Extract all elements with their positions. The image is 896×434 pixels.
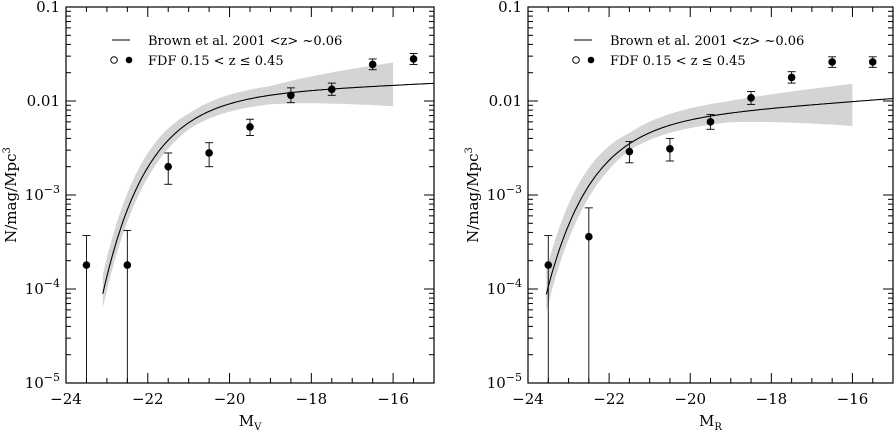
- legend-open-circle: [572, 56, 580, 64]
- y-tick-label-base: 10: [25, 280, 44, 298]
- y-axis-title-base: N/mag/Mpc: [464, 154, 482, 243]
- uncertainty-band: [102, 62, 394, 309]
- x-tick-label: −20: [674, 390, 706, 408]
- y-tick-label: 0.1: [498, 0, 522, 16]
- data-point: [246, 123, 254, 131]
- x-tick-label: −20: [214, 390, 246, 408]
- y-tick-label: 10−3: [487, 183, 522, 204]
- legend-label-brown: Brown et al. 2001 <z> ~0.06: [610, 34, 804, 49]
- y-tick-label-base: 10: [487, 186, 506, 204]
- chart-panel-left: −24 −22 −20 −18 −160.10.0110−310−410−5MVN/ma…: [2, 0, 435, 433]
- x-tick-label: −22: [593, 390, 625, 408]
- data-point: [82, 261, 91, 269]
- data-point: [828, 58, 836, 66]
- data-point: [205, 149, 213, 157]
- data-point: [287, 91, 295, 100]
- y-tick-label-base: 10: [487, 374, 506, 392]
- data-point: [123, 261, 132, 269]
- y-tick-label-base: 0.01: [489, 92, 522, 110]
- x-tick-label: −22: [132, 390, 164, 408]
- data-point: [544, 261, 553, 269]
- data-point: [706, 118, 715, 126]
- schechter-curve: [102, 82, 434, 294]
- x-axis-title-base: M: [239, 412, 254, 430]
- x-tick-label: −24: [50, 390, 82, 408]
- legend-label-brown: Brown et al. 2001 <z> ~0.06: [148, 34, 342, 49]
- y-tick-label-exponent: −5: [44, 371, 60, 384]
- y-tick-label: 0.1: [36, 0, 60, 16]
- uncertainty-band: [546, 83, 853, 312]
- y-tick-label-base: 0.1: [498, 0, 522, 16]
- legend-filled-circle: [125, 56, 133, 64]
- y-tick-label-exponent: −4: [44, 277, 60, 290]
- data-point: [666, 145, 674, 153]
- data-point: [585, 232, 593, 241]
- y-tick-label: 10−5: [487, 371, 522, 392]
- data-point: [409, 55, 418, 63]
- y-tick-label-base: 10: [25, 374, 44, 392]
- y-tick-label-base: 0.1: [36, 0, 60, 16]
- y-tick-label-base: 10: [25, 186, 44, 204]
- legend-label-fdf: FDF 0.15 < z ≤ 0.45: [610, 54, 746, 69]
- y-tick-label-exponent: −5: [506, 371, 522, 384]
- x-axis-title-base: M: [699, 412, 714, 430]
- y-tick-label: 10−3: [25, 183, 60, 204]
- x-tick-label: −24: [512, 390, 544, 408]
- y-axis-title: N/mag/Mpc3: [464, 147, 482, 243]
- chart-panel-right: −24 −22 −20 −18 −160.10.0110−310−410−5MRN/ma…: [464, 0, 894, 433]
- x-tick-label: −18: [296, 390, 328, 408]
- x-axis-title: MR: [699, 412, 722, 433]
- y-tick-label-exponent: −3: [506, 183, 522, 196]
- y-axis-title-superscript: 3: [464, 147, 475, 153]
- legend-open-circle: [110, 56, 118, 64]
- y-axis-title-base: N/mag/Mpc: [2, 154, 20, 243]
- data-point: [787, 73, 796, 82]
- data-point: [164, 162, 173, 171]
- y-tick-label: 0.01: [27, 92, 60, 110]
- y-tick-label-exponent: −3: [44, 183, 60, 196]
- y-axis-title-superscript: 3: [2, 147, 13, 153]
- legend-label-fdf: FDF 0.15 < z ≤ 0.45: [148, 54, 284, 69]
- y-tick-label: 10−4: [487, 277, 522, 298]
- y-tick-label: 10−5: [25, 371, 60, 392]
- x-tick-label: −16: [837, 390, 869, 408]
- plot-area: [82, 53, 434, 383]
- y-axis-title: N/mag/Mpc3: [2, 147, 20, 243]
- y-tick-label: 0.01: [489, 92, 522, 110]
- y-tick-label-base: 0.01: [27, 92, 60, 110]
- x-axis-title-subscript: V: [253, 422, 262, 433]
- y-tick-label-exponent: −4: [506, 277, 522, 290]
- x-axis-title: MV: [239, 412, 262, 433]
- data-point: [625, 147, 634, 156]
- data-point: [868, 58, 877, 66]
- x-tick-label: −16: [377, 390, 409, 408]
- schechter-curve: [545, 97, 893, 295]
- data-point: [327, 85, 336, 94]
- data-point: [747, 94, 755, 102]
- legend-filled-circle: [587, 56, 595, 64]
- y-tick-label: 10−4: [25, 277, 60, 298]
- x-axis-title-subscript: R: [714, 422, 722, 433]
- data-point: [368, 60, 377, 69]
- plot-area: [544, 56, 893, 383]
- x-tick-label: −18: [756, 390, 788, 408]
- y-tick-label-base: 10: [487, 280, 506, 298]
